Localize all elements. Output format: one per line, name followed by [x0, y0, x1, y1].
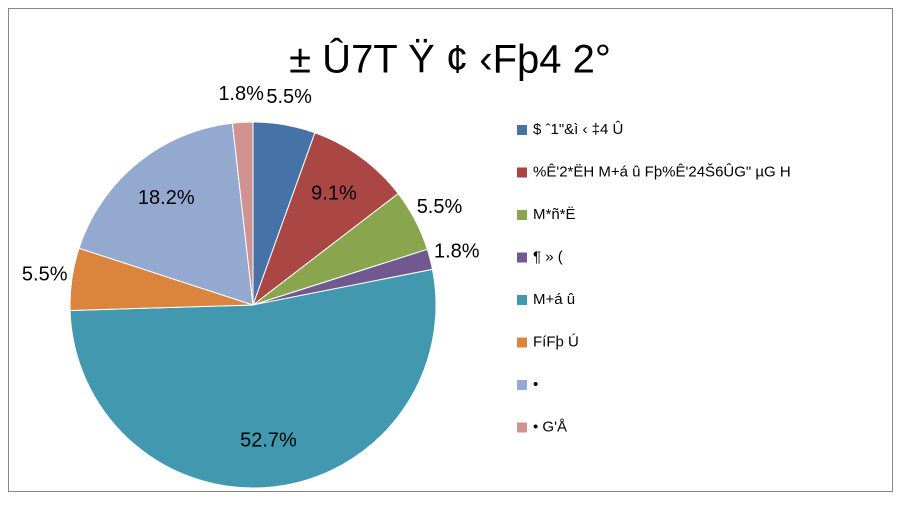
pie-slice	[231, 121, 254, 306]
data-label: 52.7%	[240, 430, 297, 452]
legend-swatch	[517, 422, 527, 433]
legend-swatch	[517, 380, 527, 390]
data-label: 5.5%	[266, 86, 312, 108]
legend-swatch	[517, 210, 527, 220]
legend-label: $ ˆ1"&ì ‹ ‡4 Û	[533, 121, 623, 138]
legend-label: ¶ » (	[533, 248, 563, 265]
chart-title: ± Û7T Ÿ ¢ ‹Fþ4 2°	[289, 37, 611, 82]
legend-label: • G'Å	[533, 418, 567, 435]
legend-swatch	[517, 167, 527, 178]
data-label: 1.8%	[434, 241, 480, 263]
pie-slice	[69, 268, 437, 489]
legend-label: M*ñ*Ë	[533, 206, 576, 223]
legend-swatch	[517, 337, 527, 348]
legend: $ ˆ1"&ì ‹ ‡4 Û %Ê'2*ËH M+á û Fþ%Ê'24Š6ÛG"…	[517, 121, 791, 435]
legend-label: •	[533, 376, 538, 393]
data-label: 5.5%	[417, 196, 463, 218]
data-label: 18.2%	[138, 187, 195, 209]
pie-slice	[251, 132, 399, 307]
data-label: 1.8%	[218, 83, 264, 105]
data-label: 5.5%	[22, 263, 68, 285]
legend-label: FíFþ Ú	[533, 333, 579, 350]
legend-swatch	[517, 125, 527, 135]
legend-swatch	[517, 295, 527, 305]
legend-label: M+á û	[533, 291, 575, 308]
pie-slice	[78, 122, 254, 306]
legend-label: %Ê'2*ËH M+á û Fþ%Ê'24Š6ÛG" µG H	[533, 163, 791, 180]
data-label: 9.1%	[311, 182, 357, 204]
legend-swatch	[517, 252, 527, 263]
